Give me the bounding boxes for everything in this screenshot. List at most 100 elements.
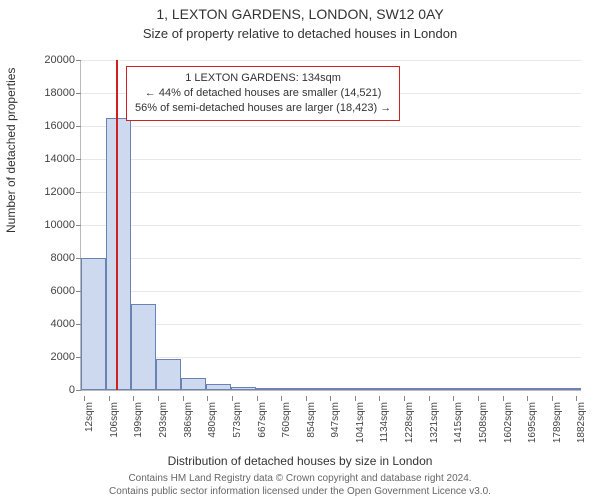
y-tick-label: 8000 xyxy=(31,252,75,264)
histogram-bar xyxy=(506,388,531,390)
histogram-bar xyxy=(281,388,306,390)
y-tick-label: 2000 xyxy=(31,351,75,363)
x-tick-label: 1695sqm xyxy=(527,402,538,443)
histogram-bar xyxy=(406,388,431,390)
histogram-bar xyxy=(181,378,206,390)
footer-line-1: Contains HM Land Registry data © Crown c… xyxy=(0,473,600,486)
x-tick-mark xyxy=(133,396,134,401)
x-tick-label: 1041sqm xyxy=(355,402,366,443)
x-tick-mark xyxy=(109,396,110,401)
x-tick-mark xyxy=(453,396,454,401)
property-marker-line xyxy=(116,60,118,390)
x-tick-label: 1789sqm xyxy=(552,402,563,443)
x-tick-mark xyxy=(527,396,528,401)
gridline-h xyxy=(81,258,581,259)
x-tick-label: 106sqm xyxy=(109,402,120,438)
histogram-bar xyxy=(356,388,381,390)
page-title: 1, LEXTON GARDENS, LONDON, SW12 0AY xyxy=(0,6,600,22)
histogram-bar xyxy=(481,388,506,390)
histogram-bar xyxy=(81,258,106,390)
gridline-h xyxy=(81,126,581,127)
y-tick-mark xyxy=(76,225,81,226)
y-tick-label: 20000 xyxy=(31,54,75,66)
x-tick-mark xyxy=(355,396,356,401)
x-tick-mark xyxy=(306,396,307,401)
histogram-bar xyxy=(231,387,256,390)
y-tick-label: 16000 xyxy=(31,120,75,132)
x-tick-label: 293sqm xyxy=(158,402,169,438)
x-axis-label: Distribution of detached houses by size … xyxy=(0,454,600,468)
y-tick-label: 0 xyxy=(31,384,75,396)
histogram-bar xyxy=(106,118,131,390)
y-tick-mark xyxy=(76,159,81,160)
x-tick-label: 854sqm xyxy=(306,402,317,438)
x-tick-mark xyxy=(84,396,85,401)
histogram-bar xyxy=(531,388,556,390)
annotation-line: 1 LEXTON GARDENS: 134sqm xyxy=(135,71,391,86)
x-tick-label: 667sqm xyxy=(257,402,268,438)
x-tick-mark xyxy=(207,396,208,401)
x-tick-label: 480sqm xyxy=(207,402,218,438)
y-tick-mark xyxy=(76,93,81,94)
y-tick-label: 6000 xyxy=(31,285,75,297)
histogram-bar xyxy=(381,388,406,390)
x-tick-label: 573sqm xyxy=(232,402,243,438)
annotation-line: 56% of semi-detached houses are larger (… xyxy=(135,101,391,116)
x-tick-mark xyxy=(429,396,430,401)
footer-line-2: Contains public sector information licen… xyxy=(0,486,600,499)
histogram-bar xyxy=(156,359,181,390)
x-tick-mark xyxy=(379,396,380,401)
x-tick-label: 1415sqm xyxy=(453,402,464,443)
histogram-bar xyxy=(256,388,281,390)
gridline-h xyxy=(81,324,581,325)
histogram-bar xyxy=(306,388,331,390)
annotation-line: ← 44% of detached houses are smaller (14… xyxy=(135,86,391,101)
y-tick-label: 10000 xyxy=(31,219,75,231)
x-tick-label: 386sqm xyxy=(183,402,194,438)
histogram-bar xyxy=(456,388,481,390)
y-tick-label: 18000 xyxy=(31,87,75,99)
gridline-h xyxy=(81,192,581,193)
y-tick-mark xyxy=(76,192,81,193)
y-tick-label: 12000 xyxy=(31,186,75,198)
x-tick-label: 1882sqm xyxy=(576,402,587,443)
x-tick-mark xyxy=(281,396,282,401)
gridline-h xyxy=(81,159,581,160)
x-tick-mark xyxy=(552,396,553,401)
x-tick-mark xyxy=(257,396,258,401)
histogram-bar xyxy=(556,388,581,390)
x-tick-mark xyxy=(232,396,233,401)
y-tick-mark xyxy=(76,126,81,127)
gridline-h xyxy=(81,60,581,61)
y-axis-label: Number of detached properties xyxy=(4,68,18,233)
histogram-bar xyxy=(431,388,456,390)
x-tick-label: 1508sqm xyxy=(478,402,489,443)
y-tick-mark xyxy=(76,60,81,61)
x-tick-label: 1321sqm xyxy=(429,402,440,443)
x-tick-label: 760sqm xyxy=(281,402,292,438)
x-tick-label: 1602sqm xyxy=(503,402,514,443)
y-tick-label: 4000 xyxy=(31,318,75,330)
x-tick-mark xyxy=(503,396,504,401)
histogram-bar xyxy=(331,388,356,390)
x-tick-label: 199sqm xyxy=(133,402,144,438)
x-tick-mark xyxy=(576,396,577,401)
x-tick-mark xyxy=(404,396,405,401)
x-tick-mark xyxy=(158,396,159,401)
x-tick-label: 1134sqm xyxy=(379,402,390,442)
footer-attribution: Contains HM Land Registry data © Crown c… xyxy=(0,473,600,498)
gridline-h xyxy=(81,225,581,226)
x-tick-label: 12sqm xyxy=(84,402,95,432)
x-tick-mark xyxy=(478,396,479,401)
page-subtitle: Size of property relative to detached ho… xyxy=(0,26,600,41)
histogram-bar xyxy=(131,304,156,390)
x-tick-label: 947sqm xyxy=(330,402,341,438)
histogram-bar xyxy=(206,384,231,390)
x-tick-mark xyxy=(330,396,331,401)
chart-plot-area: 0200040006000800010000120001400016000180… xyxy=(80,60,581,391)
x-tick-mark xyxy=(183,396,184,401)
y-tick-mark xyxy=(76,390,81,391)
x-tick-label: 1228sqm xyxy=(404,402,415,443)
y-tick-label: 14000 xyxy=(31,153,75,165)
annotation-box: 1 LEXTON GARDENS: 134sqm← 44% of detache… xyxy=(126,66,400,121)
